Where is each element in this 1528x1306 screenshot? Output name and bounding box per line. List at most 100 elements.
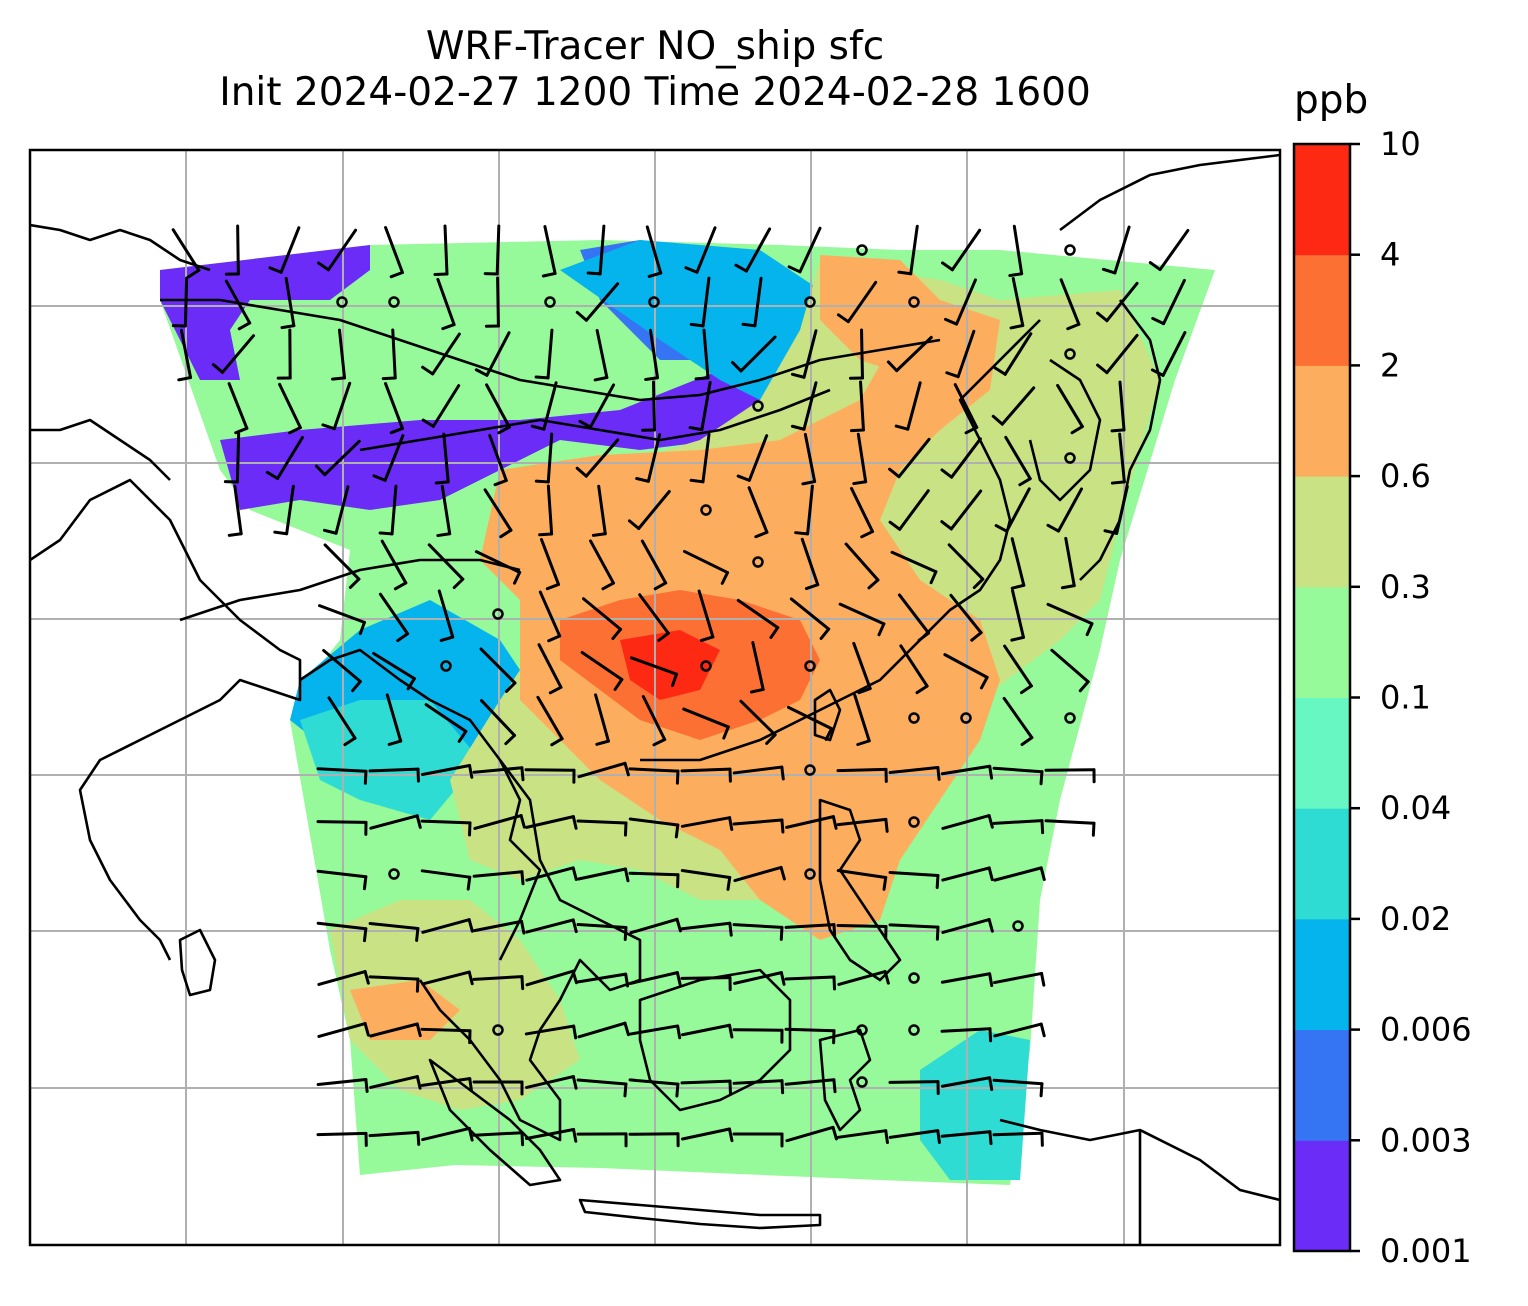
colorbar-segment bbox=[1294, 476, 1350, 588]
wind-barb bbox=[534, 328, 554, 380]
wind-barb bbox=[280, 276, 296, 330]
wind-barb bbox=[1110, 432, 1126, 485]
wind-barb bbox=[734, 227, 772, 273]
wind-barb-calm bbox=[440, 660, 452, 672]
border-china-north bbox=[160, 298, 941, 402]
wind-barb bbox=[1151, 278, 1186, 326]
border-northwest bbox=[30, 223, 211, 272]
wind-barb bbox=[641, 380, 657, 432]
wind-barb bbox=[575, 438, 620, 478]
wind-barb bbox=[852, 432, 868, 486]
wind-barb bbox=[369, 814, 422, 830]
wind-barb bbox=[576, 972, 630, 988]
wind-barb bbox=[488, 433, 508, 487]
wind-barb bbox=[576, 1078, 628, 1098]
wind-barb bbox=[472, 975, 525, 991]
wind-barb-calm bbox=[960, 712, 972, 724]
wind-barb bbox=[541, 225, 557, 278]
wind-barb bbox=[790, 381, 818, 431]
wind-barb bbox=[1003, 644, 1033, 695]
wind-barb bbox=[941, 918, 994, 934]
wind-barb bbox=[694, 328, 710, 381]
wind-barb bbox=[786, 705, 834, 741]
wind-barb bbox=[378, 592, 410, 643]
wind-barb bbox=[940, 972, 994, 988]
wind-barb bbox=[836, 817, 889, 833]
wind-barb bbox=[276, 328, 292, 380]
wind-barb bbox=[991, 386, 1036, 426]
wind-barb bbox=[177, 328, 193, 382]
wind-barb bbox=[992, 766, 1044, 786]
wind-barb bbox=[576, 1132, 628, 1148]
wind-barb bbox=[1046, 487, 1084, 533]
concentration-field bbox=[160, 240, 1215, 1185]
wind-barb bbox=[472, 870, 525, 886]
wind-barb bbox=[322, 485, 350, 535]
wind-barb-calm bbox=[856, 1076, 868, 1088]
wind-barb bbox=[992, 819, 1045, 835]
wind-barb bbox=[424, 703, 468, 743]
colorbar-segment bbox=[1294, 697, 1350, 809]
wind-barb bbox=[479, 647, 517, 693]
wind-barb bbox=[749, 641, 765, 694]
wind-barb bbox=[316, 1131, 368, 1147]
colorbar-tick-label: 2 bbox=[1380, 346, 1400, 384]
wind-barb bbox=[644, 328, 660, 382]
wind-barb bbox=[790, 329, 818, 379]
wind-barb bbox=[940, 764, 994, 780]
wind-barb bbox=[628, 817, 680, 839]
wind-barb bbox=[888, 489, 930, 531]
wind-barb bbox=[732, 818, 785, 834]
wind-barb bbox=[421, 332, 461, 376]
wind-barb bbox=[628, 1132, 680, 1148]
title-line-2: Init 2024-02-27 1200 Time 2024-02-28 160… bbox=[219, 70, 1091, 115]
wind-barb bbox=[586, 224, 606, 276]
wind-barb bbox=[993, 866, 1046, 882]
wind-barb bbox=[849, 380, 865, 433]
wind-barb-calm bbox=[908, 1024, 920, 1036]
wind-barb bbox=[369, 1075, 422, 1090]
wind-barb bbox=[384, 226, 404, 279]
colorbar-tick-label: 0.02 bbox=[1380, 900, 1451, 938]
wind-barb bbox=[992, 1078, 1044, 1098]
wind-barb bbox=[436, 277, 456, 331]
wind-barb bbox=[682, 549, 730, 585]
field-olive-southwest bbox=[330, 900, 580, 1110]
wind-barb bbox=[741, 276, 763, 328]
wind-barb-calm bbox=[908, 296, 920, 308]
field-orange-north bbox=[820, 255, 960, 380]
wind-barb bbox=[317, 970, 370, 986]
wind-barbs bbox=[171, 224, 1190, 1148]
wind-barb bbox=[787, 226, 822, 274]
wind-barb bbox=[994, 487, 1031, 533]
wind-barb bbox=[697, 589, 715, 642]
wind-barb bbox=[785, 815, 838, 830]
wind-barb bbox=[736, 598, 780, 640]
wind-barb bbox=[844, 542, 880, 590]
wind-barb-calm bbox=[492, 1024, 504, 1036]
wind-barb-calm bbox=[1064, 712, 1076, 724]
colorbar-tick-label: 0.3 bbox=[1380, 568, 1431, 606]
wind-barb-calm bbox=[700, 660, 712, 672]
wind-barb bbox=[577, 867, 630, 883]
wind-barb bbox=[368, 922, 420, 942]
wind-barb-calm bbox=[336, 296, 348, 308]
wind-barb bbox=[992, 971, 1046, 987]
wind-barb bbox=[316, 869, 368, 891]
wind-barb bbox=[171, 228, 201, 279]
wind-barb bbox=[536, 695, 564, 747]
map-frame bbox=[28, 148, 1282, 1247]
border-himalaya bbox=[179, 558, 521, 622]
field-purple-band bbox=[220, 330, 820, 510]
wind-barb-calm bbox=[388, 868, 400, 880]
wind-barb bbox=[733, 865, 786, 883]
wind-barb-calm bbox=[388, 296, 400, 308]
wind-barb bbox=[223, 432, 241, 484]
wind-barb bbox=[641, 695, 667, 747]
wind-barb bbox=[629, 917, 682, 935]
colorbar: 0.001 0.003 0.006 0.02 0.04 0.1 0.3 0.6 2 4 10 bbox=[1292, 125, 1472, 1270]
wind-barb bbox=[784, 1078, 837, 1094]
wind-barb bbox=[368, 1130, 421, 1146]
wind-barb bbox=[420, 869, 472, 891]
